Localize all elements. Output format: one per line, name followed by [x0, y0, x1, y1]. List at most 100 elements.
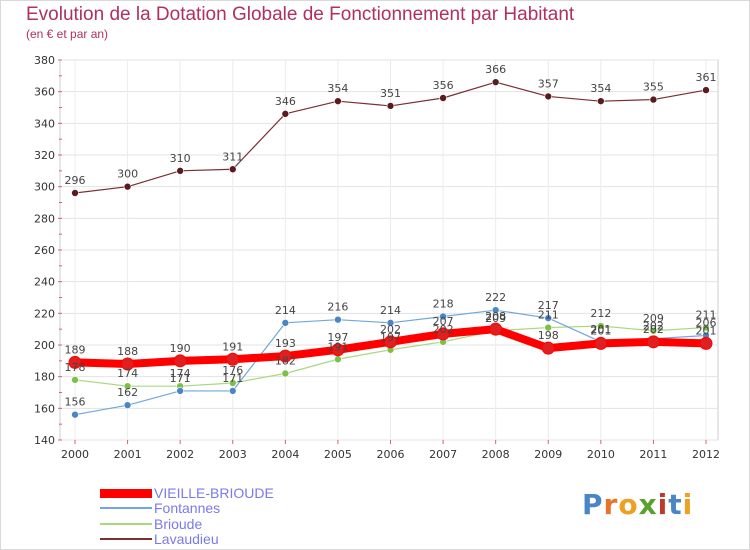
- data-point-lavaudieu-2003: [228, 165, 237, 174]
- x-tick-label-2001: 2001: [114, 448, 142, 461]
- data-label-vieille-brioude-2010: 201: [590, 324, 611, 337]
- data-label-lavaudieu-2004: 346: [275, 95, 296, 108]
- data-point-lavaudieu-2002: [176, 167, 184, 175]
- data-label-fontannes-2012: 206: [696, 317, 717, 330]
- legend-item-brioude[interactable]: Brioude: [100, 516, 202, 532]
- legend-swatch-fontannes: [100, 507, 152, 509]
- data-label-brioude-2012: 211: [696, 309, 717, 322]
- data-label-brioude-2003: 176: [222, 364, 243, 377]
- data-label-lavaudieu-2006: 351: [380, 87, 401, 100]
- data-label-fontannes-2006: 214: [380, 304, 401, 317]
- data-label-lavaudieu-2003: 311: [222, 150, 243, 163]
- data-point-lavaudieu-2008: [491, 78, 500, 86]
- data-label-brioude-2001: 174: [117, 367, 138, 380]
- data-point-vieille-brioude-2002: [173, 354, 187, 368]
- proxiti-logo: Proxiti: [582, 488, 694, 521]
- data-point-lavaudieu-2010: [597, 97, 605, 105]
- data-label-vieille-brioude-2004: 193: [275, 337, 296, 350]
- data-label-vieille-brioude-2007: 207: [433, 315, 454, 328]
- data-point-lavaudieu-2004: [281, 110, 290, 118]
- legend-item-lavaudieu[interactable]: Lavaudieu: [100, 531, 219, 547]
- y-tick-label-360: 360: [34, 86, 55, 99]
- data-point-brioude-2001: [123, 382, 132, 390]
- chart-title: Evolution de la Dotation Globale de Fonc…: [26, 4, 575, 25]
- legend-item-fontannes[interactable]: Fontannes: [100, 500, 220, 516]
- data-label-lavaudieu-2010: 354: [590, 82, 611, 95]
- legend-swatch-vieille-brioude: [100, 488, 152, 498]
- x-tick-label-2007: 2007: [429, 448, 457, 461]
- data-label-lavaudieu-2011: 355: [643, 81, 664, 94]
- data-label-vieille-brioude-2005: 197: [327, 331, 348, 344]
- data-point-brioude-2005: [334, 355, 342, 364]
- y-tick-label-220: 220: [34, 307, 55, 320]
- data-point-fontannes-2009: [544, 314, 553, 322]
- data-label-lavaudieu-2009: 357: [538, 77, 559, 90]
- data-point-vieille-brioude-2006: [384, 335, 397, 349]
- data-point-fontannes-2007: [439, 312, 447, 321]
- data-label-lavaudieu-2008: 366: [485, 63, 506, 76]
- data-point-fontannes-2000: [71, 410, 79, 419]
- data-label-fontannes-2009: 217: [538, 299, 559, 312]
- data-point-fontannes-2003: [228, 387, 237, 395]
- data-label-brioude-2004: 182: [275, 355, 296, 368]
- data-label-lavaudieu-2000: 296: [65, 174, 86, 187]
- x-tick-label-2009: 2009: [534, 448, 562, 461]
- data-label-brioude-2007: 202: [433, 323, 454, 336]
- data-label-lavaudieu-2005: 354: [327, 82, 348, 95]
- data-point-fontannes-2006: [386, 319, 395, 327]
- data-label-fontannes-2011: 202: [643, 320, 664, 333]
- data-point-lavaudieu-2011: [649, 95, 658, 104]
- data-point-fontannes-2008: [491, 306, 500, 314]
- x-tick-label-2010: 2010: [587, 448, 615, 461]
- legend-label-fontannes: Fontannes: [154, 500, 221, 516]
- chart-subtitle: (en € et par an): [26, 27, 109, 41]
- x-tick-label-2000: 2000: [61, 448, 89, 461]
- data-point-vieille-brioude-2000: [68, 355, 82, 369]
- data-point-vieille-brioude-2004: [278, 349, 292, 363]
- y-tick-label-380: 380: [34, 54, 55, 67]
- data-label-fontannes-2010: 201: [590, 323, 611, 336]
- y-tick-label-280: 280: [34, 212, 55, 225]
- x-tick-label-2012: 2012: [692, 448, 720, 461]
- data-label-vieille-brioude-2001: 188: [117, 345, 138, 358]
- legend-label-lavaudieu: Lavaudieu: [154, 531, 219, 547]
- data-label-fontannes-2003: 171: [222, 372, 243, 385]
- data-point-lavaudieu-2001: [123, 182, 132, 191]
- data-label-vieille-brioude-2011: 202: [643, 323, 664, 336]
- y-tick-label-320: 320: [34, 149, 55, 162]
- x-tick-label-2002: 2002: [166, 448, 194, 461]
- x-tick-label-2011: 2011: [639, 448, 667, 461]
- y-tick-label-260: 260: [34, 244, 55, 257]
- data-point-lavaudieu-2012: [702, 86, 710, 94]
- data-point-lavaudieu-2005: [334, 97, 342, 105]
- data-label-lavaudieu-2012: 361: [696, 71, 717, 84]
- data-label-vieille-brioude-2009: 198: [538, 329, 559, 342]
- data-label-brioude-2006: 197: [380, 331, 401, 344]
- data-label-lavaudieu-2001: 300: [117, 168, 138, 181]
- data-point-vieille-brioude-2012: [699, 336, 713, 350]
- data-point-lavaudieu-2000: [71, 189, 79, 197]
- data-label-fontannes-2000: 156: [65, 396, 86, 409]
- data-label-brioude-2000: 178: [65, 361, 86, 374]
- data-label-brioude-2008: 209: [485, 312, 506, 325]
- data-point-vieille-brioude-2008: [489, 322, 503, 336]
- data-label-fontannes-2004: 214: [275, 304, 296, 317]
- legend-swatch-brioude: [100, 523, 152, 525]
- data-point-fontannes-2002: [176, 387, 184, 395]
- data-label-fontannes-2007: 218: [433, 298, 454, 311]
- data-label-fontannes-2001: 162: [117, 386, 138, 399]
- data-label-vieille-brioude-2012: 201: [696, 324, 717, 337]
- data-label-brioude-2005: 191: [327, 340, 348, 353]
- data-label-lavaudieu-2007: 356: [433, 79, 454, 92]
- data-point-vieille-brioude-2011: [646, 335, 660, 349]
- legend-swatch-lavaudieu: [100, 538, 152, 540]
- y-tick-label-200: 200: [34, 339, 55, 352]
- legend-item-vieille-brioude[interactable]: VIEILLE-BRIOUDE: [100, 485, 274, 501]
- y-tick-label-160: 160: [34, 402, 55, 415]
- data-label-fontannes-2005: 216: [327, 301, 348, 314]
- data-label-fontannes-2002: 171: [170, 372, 191, 385]
- legend-label-brioude: Brioude: [154, 516, 203, 532]
- y-tick-label-140: 140: [34, 434, 55, 447]
- data-point-brioude-2012: [702, 323, 710, 332]
